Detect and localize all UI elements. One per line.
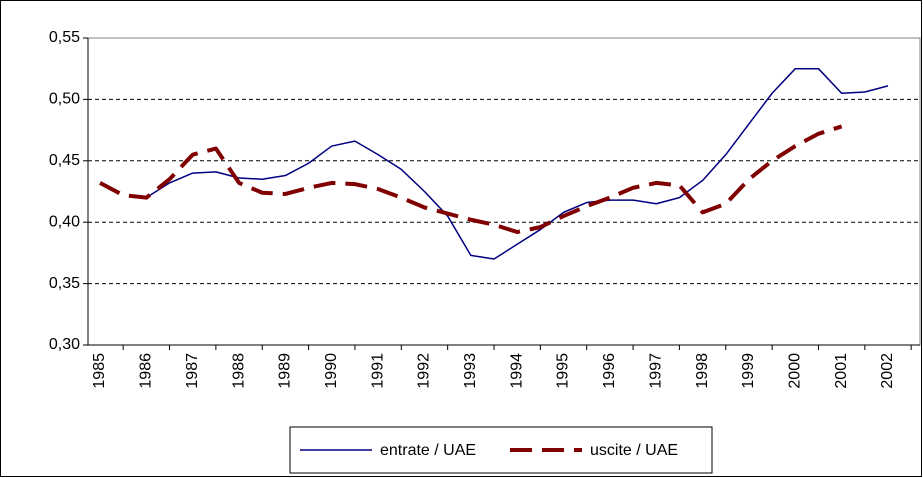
y-tick-label: 0,35 [49,275,80,292]
x-tick-label: 2001 [833,353,850,389]
x-tick-label: 1993 [462,353,479,389]
x-tick-label: 1998 [694,353,711,389]
x-tick-label: 1992 [416,353,433,389]
y-tick-label: 0,55 [49,29,80,46]
x-tick-label: 1989 [277,353,294,389]
y-tick-label: 0,30 [49,336,80,353]
legend-label: uscite / UAE [590,442,678,459]
x-tick-label: 1991 [369,353,386,389]
x-tick-label: 1985 [91,353,108,389]
x-tick-label: 1994 [508,353,525,389]
y-tick-label: 0,45 [49,152,80,169]
x-tick-label: 1990 [323,353,340,389]
y-tick-label: 0,50 [49,91,80,108]
x-tick-label: 1987 [184,353,201,389]
x-tick-label: 1995 [555,353,572,389]
x-tick-label: 1996 [601,353,618,389]
series-line [145,67,889,260]
x-tick-label: 1988 [230,353,247,389]
x-tick-label: 1999 [740,353,757,389]
x-tick-label: 1986 [138,353,155,389]
legend-label: entrate / UAE [380,442,476,459]
x-tick-label: 1997 [647,353,664,389]
legend: entrate / UAE uscite / UAE [289,426,713,474]
y-tick-label: 0,40 [49,213,80,230]
series-line [99,124,843,235]
x-tick-label: 2002 [879,353,896,389]
x-tick-label: 2000 [787,353,804,389]
